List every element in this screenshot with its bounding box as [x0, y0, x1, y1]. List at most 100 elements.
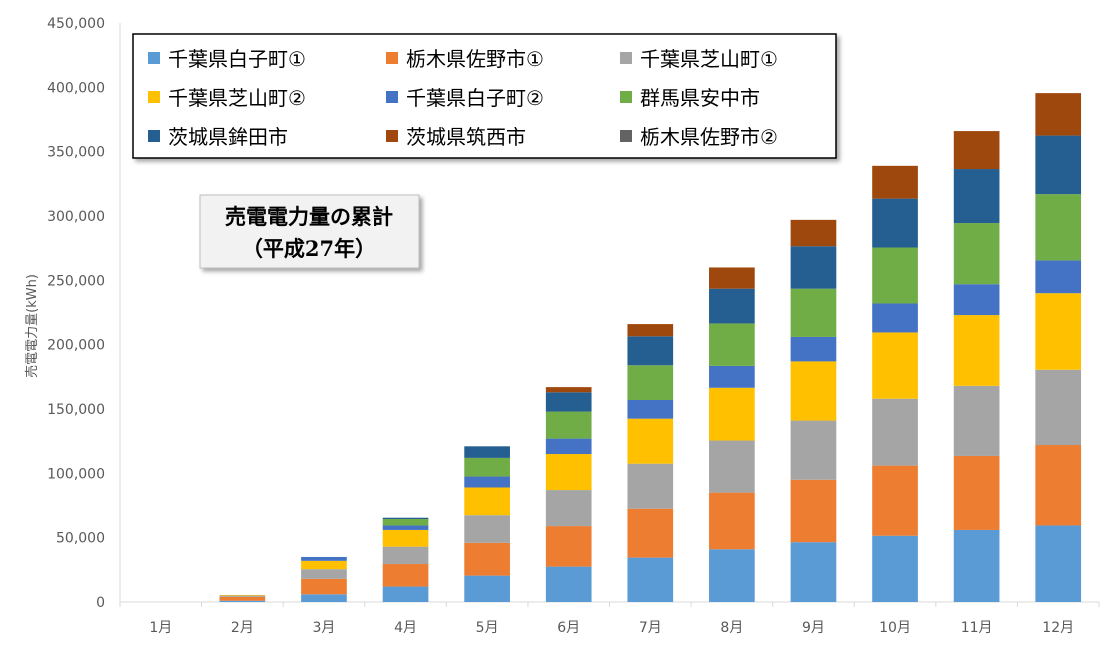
x-tick-label: 10月 — [879, 620, 911, 636]
legend-label: 栃木県佐野市① — [406, 47, 544, 71]
bar-segment — [301, 578, 347, 595]
bar-segment — [464, 575, 510, 602]
legend-item: 群馬県安中市 — [620, 86, 760, 110]
chart-subtitle: （平成27年） — [242, 236, 376, 261]
bar-segment — [709, 387, 755, 441]
bar-segment — [627, 508, 674, 558]
bar-segment — [790, 336, 837, 362]
bar-segment — [709, 288, 755, 324]
x-tick-label: 7月 — [639, 620, 662, 636]
bar-segment — [301, 594, 347, 602]
legend-item: 栃木県佐野市① — [386, 47, 544, 71]
bar-segment — [953, 529, 1000, 602]
bar-segment — [709, 365, 755, 388]
bar-segment — [627, 418, 674, 464]
bar-segment — [1035, 260, 1082, 294]
bar-segment — [219, 595, 266, 597]
bar-segment — [545, 438, 592, 455]
title-box: 売電電力量の累計 （平成27年） — [199, 194, 420, 269]
y-tick-label: 250,000 — [47, 273, 105, 289]
legend-label: 茨城県鉾田市 — [168, 125, 288, 149]
legend-label: 千葉県芝山町② — [168, 86, 306, 110]
bar-segment — [545, 392, 592, 412]
bar-segment — [382, 564, 429, 587]
bar-segment — [545, 526, 592, 567]
x-axis: 1月 2月 3月 4月 5月 6月 7月 8月 9月 10月 11月 12月 — [119, 601, 1100, 636]
y-tick-label: 50,000 — [56, 531, 105, 547]
legend-swatch — [620, 91, 632, 103]
y-axis-label: 売電電力量(kWh) — [24, 274, 40, 378]
x-tick-label: 1月 — [149, 620, 172, 636]
legend-item: 千葉県芝山町② — [148, 86, 306, 110]
bar-segment — [872, 332, 918, 399]
bar-segment — [545, 411, 592, 439]
bar-segment — [545, 566, 592, 602]
bar-segment — [627, 336, 674, 366]
bar-segment — [301, 560, 347, 570]
bar-segment — [953, 315, 1000, 386]
y-tick-label: 150,000 — [47, 402, 105, 418]
legend-swatch — [620, 52, 632, 64]
legend-label: 千葉県芝山町① — [640, 47, 778, 71]
bar-segment — [382, 517, 429, 520]
legend-item: 千葉県芝山町① — [620, 47, 778, 71]
y-tick-label: 300,000 — [47, 209, 105, 225]
bar-segment — [301, 569, 347, 579]
bar-segment — [1035, 445, 1082, 526]
y-tick-label: 200,000 — [47, 338, 105, 354]
bar-segment — [219, 596, 266, 601]
bar-segment — [1035, 369, 1082, 446]
bar-segment — [627, 399, 674, 419]
bar-segment — [627, 463, 674, 509]
bar-segment — [709, 492, 755, 550]
bar-segment — [709, 440, 755, 493]
bar-segment — [872, 198, 918, 248]
bar-segment — [709, 323, 755, 366]
legend-label: 千葉県白子町② — [406, 86, 544, 110]
y-tick-label: 400,000 — [47, 80, 105, 96]
y-axis: 0 50,000 100,000 150,000 200,000 250,000 300,0… — [47, 16, 121, 611]
legend-item: 茨城県鉾田市 — [148, 125, 288, 149]
legend-label: 栃木県佐野市② — [640, 125, 778, 149]
y-tick-label: 450,000 — [47, 16, 105, 32]
bar-segment — [790, 219, 837, 247]
bar-segment — [545, 387, 592, 393]
legend-label: 千葉県白子町① — [168, 47, 306, 71]
legend-label: 群馬県安中市 — [640, 86, 760, 110]
bar-segment — [627, 557, 674, 602]
bar-segment — [464, 457, 510, 477]
bar-segment — [790, 479, 837, 543]
bar-segment — [953, 223, 1000, 285]
bar-segment — [872, 165, 918, 199]
bar-segment — [1035, 93, 1082, 136]
chart-title: 売電電力量の累計 — [225, 204, 393, 229]
bar-segment — [953, 169, 1000, 224]
bar-segment — [464, 542, 510, 576]
legend-swatch — [386, 130, 398, 142]
bar-segment — [872, 465, 918, 536]
bar-segment — [627, 324, 674, 337]
bar-segment — [382, 529, 429, 547]
legend-swatch — [386, 52, 398, 64]
bar-segment — [382, 519, 429, 526]
bar-segment — [1035, 135, 1082, 195]
bar-segment — [790, 361, 837, 421]
bar-segment — [709, 267, 755, 289]
y-tick-label: 100,000 — [47, 466, 105, 482]
bar-segment — [382, 586, 429, 602]
bar-segment — [790, 542, 837, 602]
bar-segment — [790, 420, 837, 480]
legend-swatch — [148, 52, 160, 64]
x-tick-label: 4月 — [394, 620, 417, 636]
title-box-bg — [199, 194, 420, 269]
bar-segment — [464, 446, 510, 458]
bars — [219, 93, 1082, 602]
bar-segment — [953, 455, 1000, 530]
bar-segment — [382, 546, 429, 565]
bar-segment — [382, 525, 429, 530]
legend: 千葉県白子町① 栃木県佐野市① 千葉県芝山町① 千葉県芝山町② 千葉県白子町② 群馬県安中… — [132, 33, 837, 159]
y-tick-label: 0 — [96, 595, 105, 611]
x-tick-label: 8月 — [720, 620, 743, 636]
bar-segment — [953, 131, 1000, 170]
